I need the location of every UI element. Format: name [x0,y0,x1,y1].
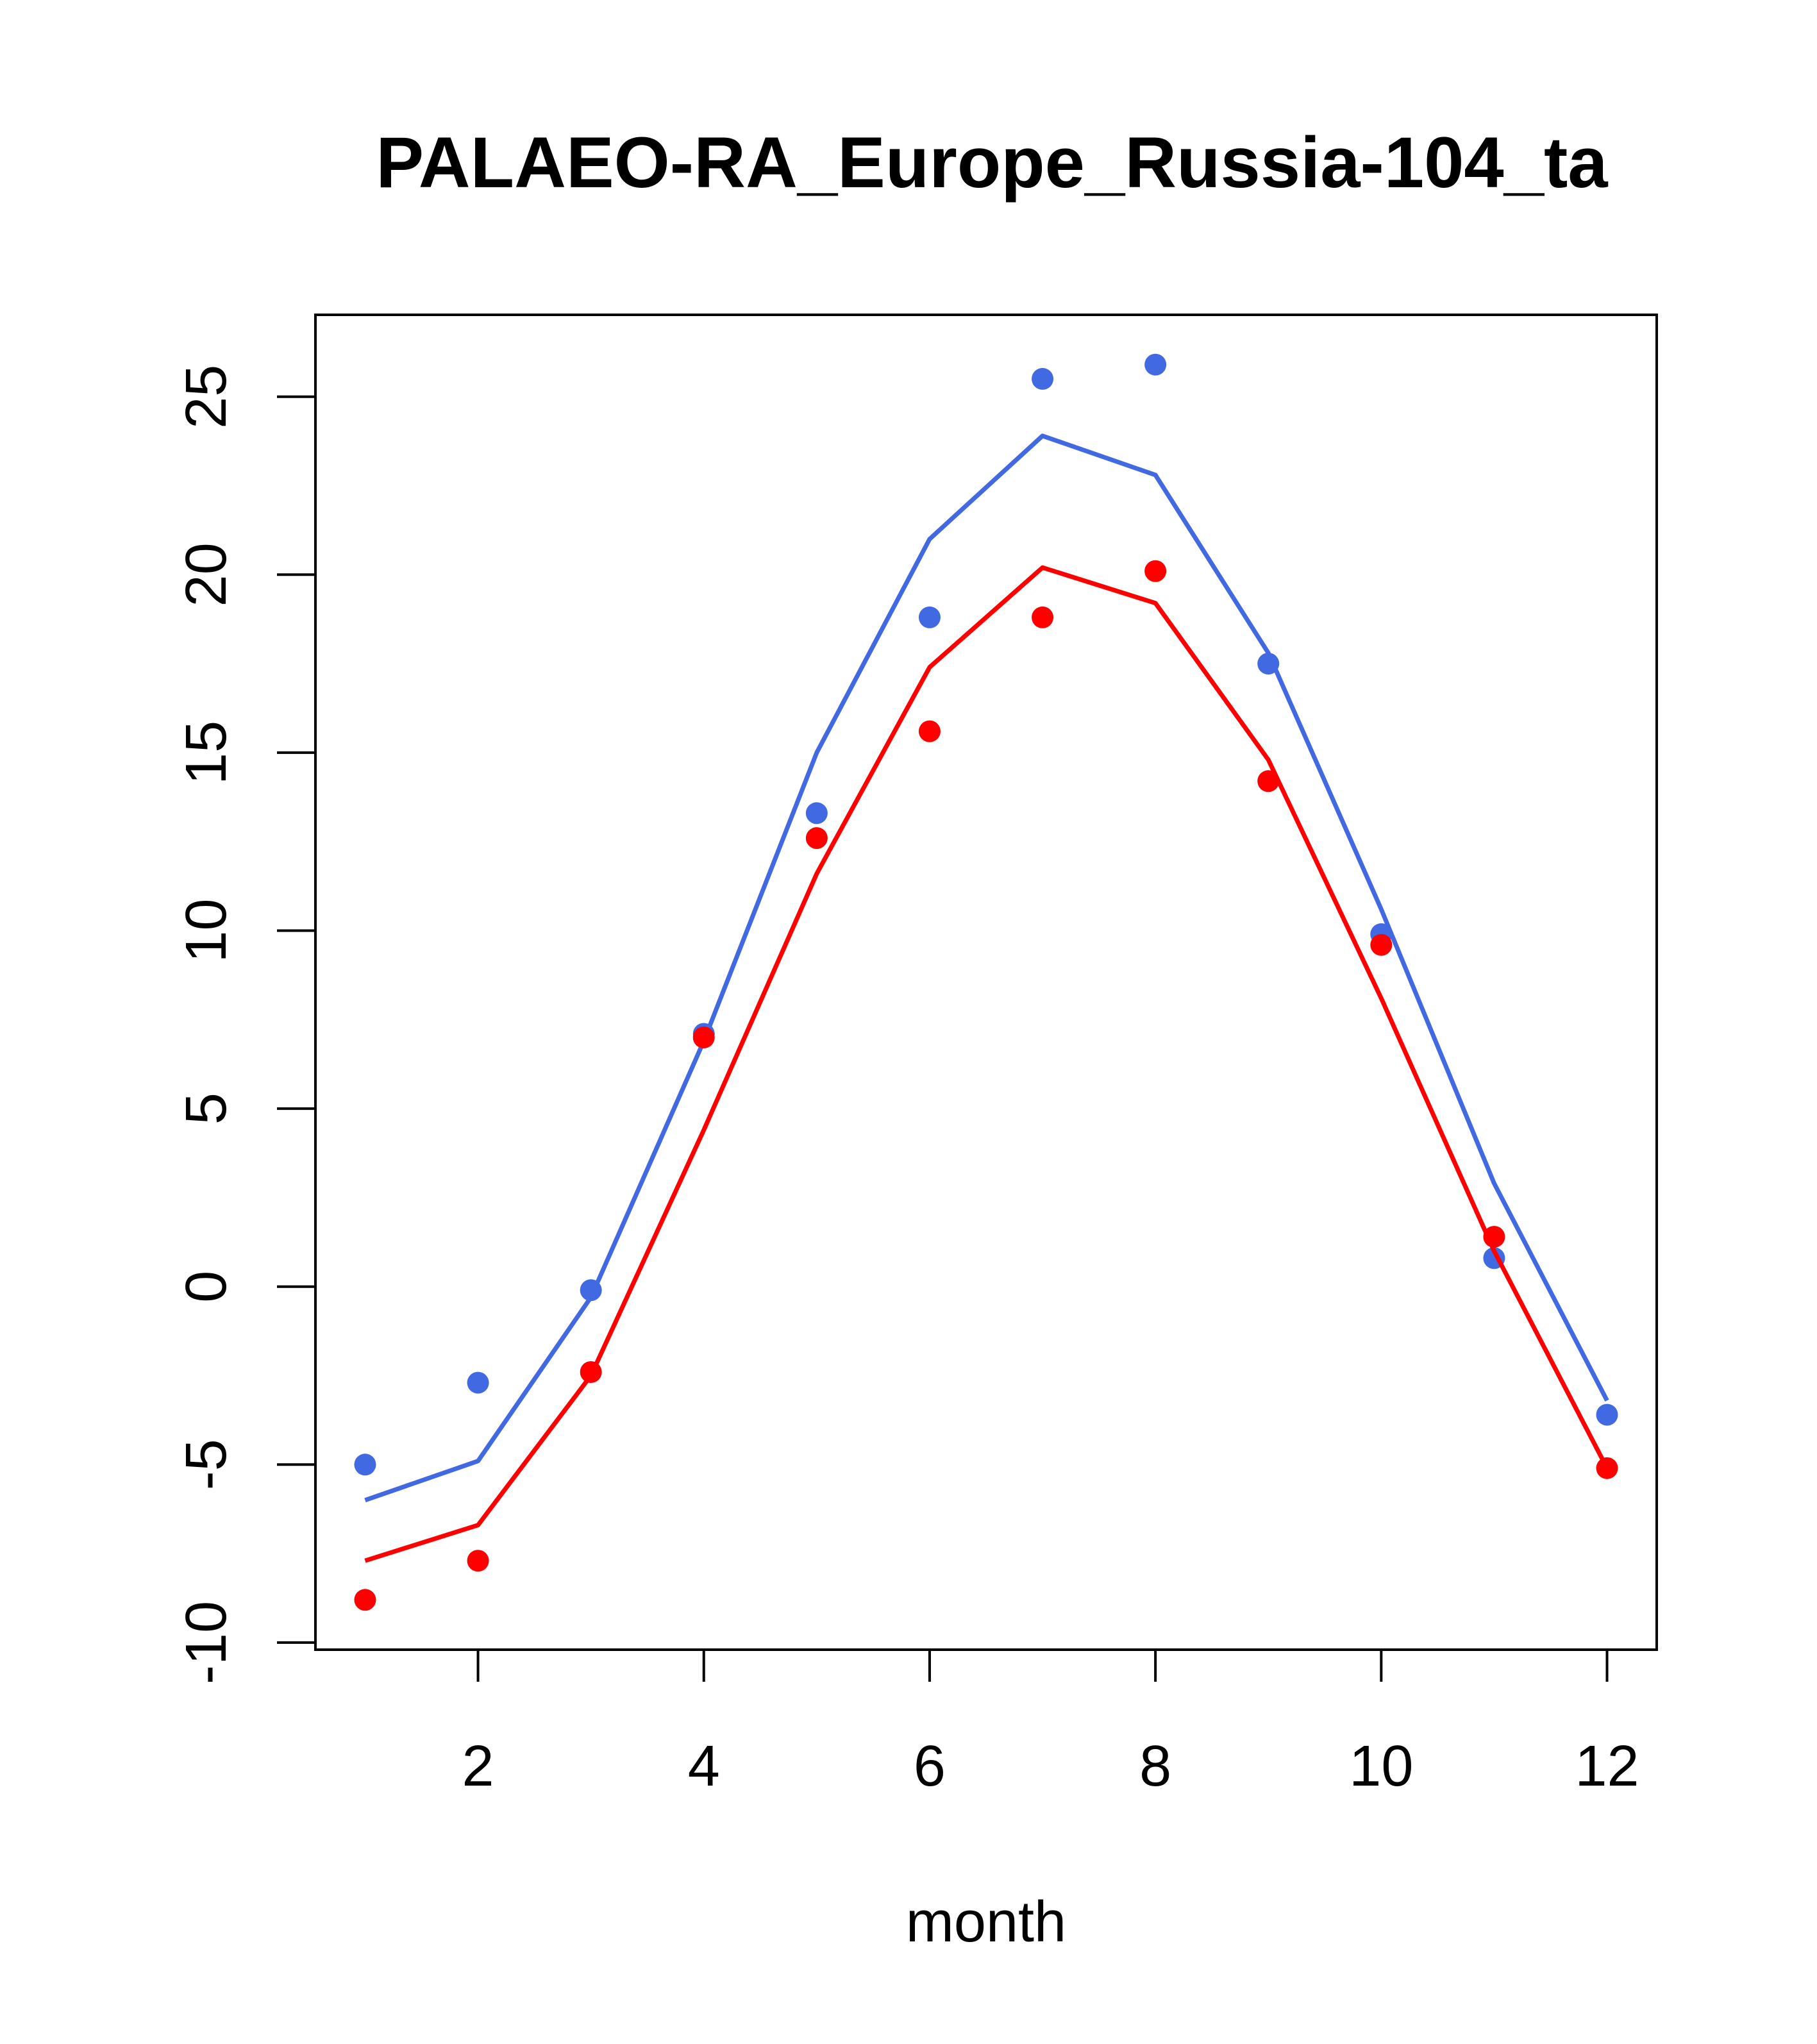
series-1-point [1144,560,1167,582]
series-1-line [364,565,1609,1563]
series-1-point [1370,934,1393,956]
y-tick-label: -10 [174,1601,239,1684]
series-1-point [918,720,941,742]
series-0 [354,353,1618,1503]
series-0-point [1257,653,1280,675]
y-tick-label: -5 [174,1439,239,1490]
y-axis: -10 -5 0 5 10 15 20 25 [174,365,317,1684]
series-1-point [1257,770,1280,792]
y-tick-label: 0 [174,1271,239,1303]
y-tick-label: 10 [174,898,239,962]
x-tick-label: 2 [462,1734,494,1798]
series-0-line [364,433,1609,1503]
series-0-point [1032,367,1054,390]
series-1-point [1032,606,1054,628]
x-axis: 2 4 6 8 10 12 [462,1648,1639,1798]
x-tick-label: 8 [1139,1734,1171,1798]
series-0-point [805,802,828,825]
series-layer [354,353,1618,1611]
series-1-point [1596,1457,1618,1479]
y-tick-label: 20 [174,542,239,607]
series-1-point [354,1589,376,1611]
series-1-point [1483,1225,1505,1248]
plot-frame [314,314,1658,1651]
x-axis-label: month [906,1890,1066,1954]
series-1-point [692,1026,715,1049]
y-tick-label: 15 [174,721,239,785]
y-tick-label: 25 [174,365,239,429]
x-tick-label: 4 [688,1734,720,1798]
y-tick-label: 5 [174,1093,239,1125]
series-1-point [805,827,828,850]
series-1-point [467,1550,489,1572]
series-0-point [467,1371,489,1394]
series-0-point [354,1453,376,1476]
x-tick-label: 10 [1349,1734,1413,1798]
series-1-point [580,1361,602,1383]
series-0-point [1144,353,1167,376]
series-0-point [1596,1403,1618,1426]
series-1 [354,560,1618,1611]
x-tick-label: 6 [914,1734,946,1798]
chart-title: PALAEO-RA_Europe_Russia-104_ta [376,122,1608,203]
series-0-point [918,606,941,628]
series-0-point [580,1279,602,1302]
x-tick-label: 12 [1575,1734,1639,1798]
